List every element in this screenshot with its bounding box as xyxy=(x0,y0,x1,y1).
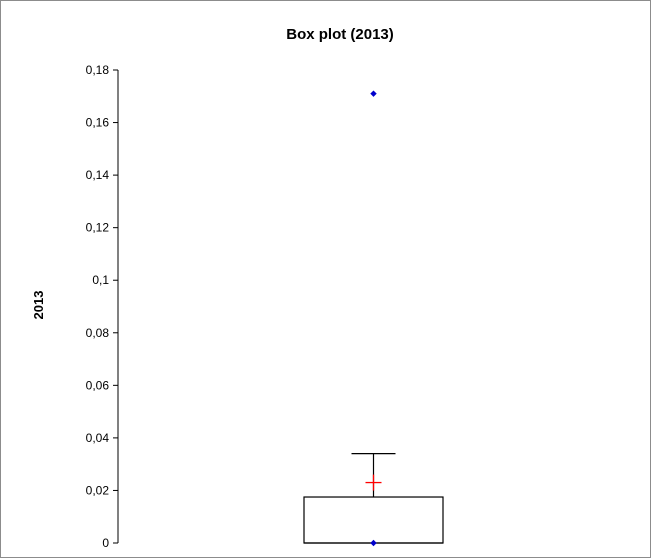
y-tick-label: 0,06 xyxy=(86,378,110,392)
y-tick-label: 0,12 xyxy=(86,221,110,235)
y-tick-label: 0,14 xyxy=(86,168,110,182)
mean-marker xyxy=(365,474,382,491)
y-tick-label: 0,02 xyxy=(86,483,110,497)
chart-title: Box plot (2013) xyxy=(286,26,394,43)
y-axis-label: 2013 xyxy=(31,291,46,320)
y-tick-label: 0 xyxy=(102,536,109,550)
y-tick-label: 0,08 xyxy=(86,326,110,340)
y-tick-label: 0,1 xyxy=(92,273,109,287)
outlier-point xyxy=(370,90,377,97)
y-axis: 0 0,02 0,04 0,06 0,08 0,1 0,12 0,14 0,16 0,18 xyxy=(86,63,119,550)
y-tick-label: 0,04 xyxy=(86,431,110,445)
outlier-point xyxy=(370,539,377,547)
y-tick-label: 0,16 xyxy=(86,116,110,130)
plot-area xyxy=(303,90,444,547)
box xyxy=(303,496,444,544)
y-tick-label: 0,18 xyxy=(86,63,110,77)
